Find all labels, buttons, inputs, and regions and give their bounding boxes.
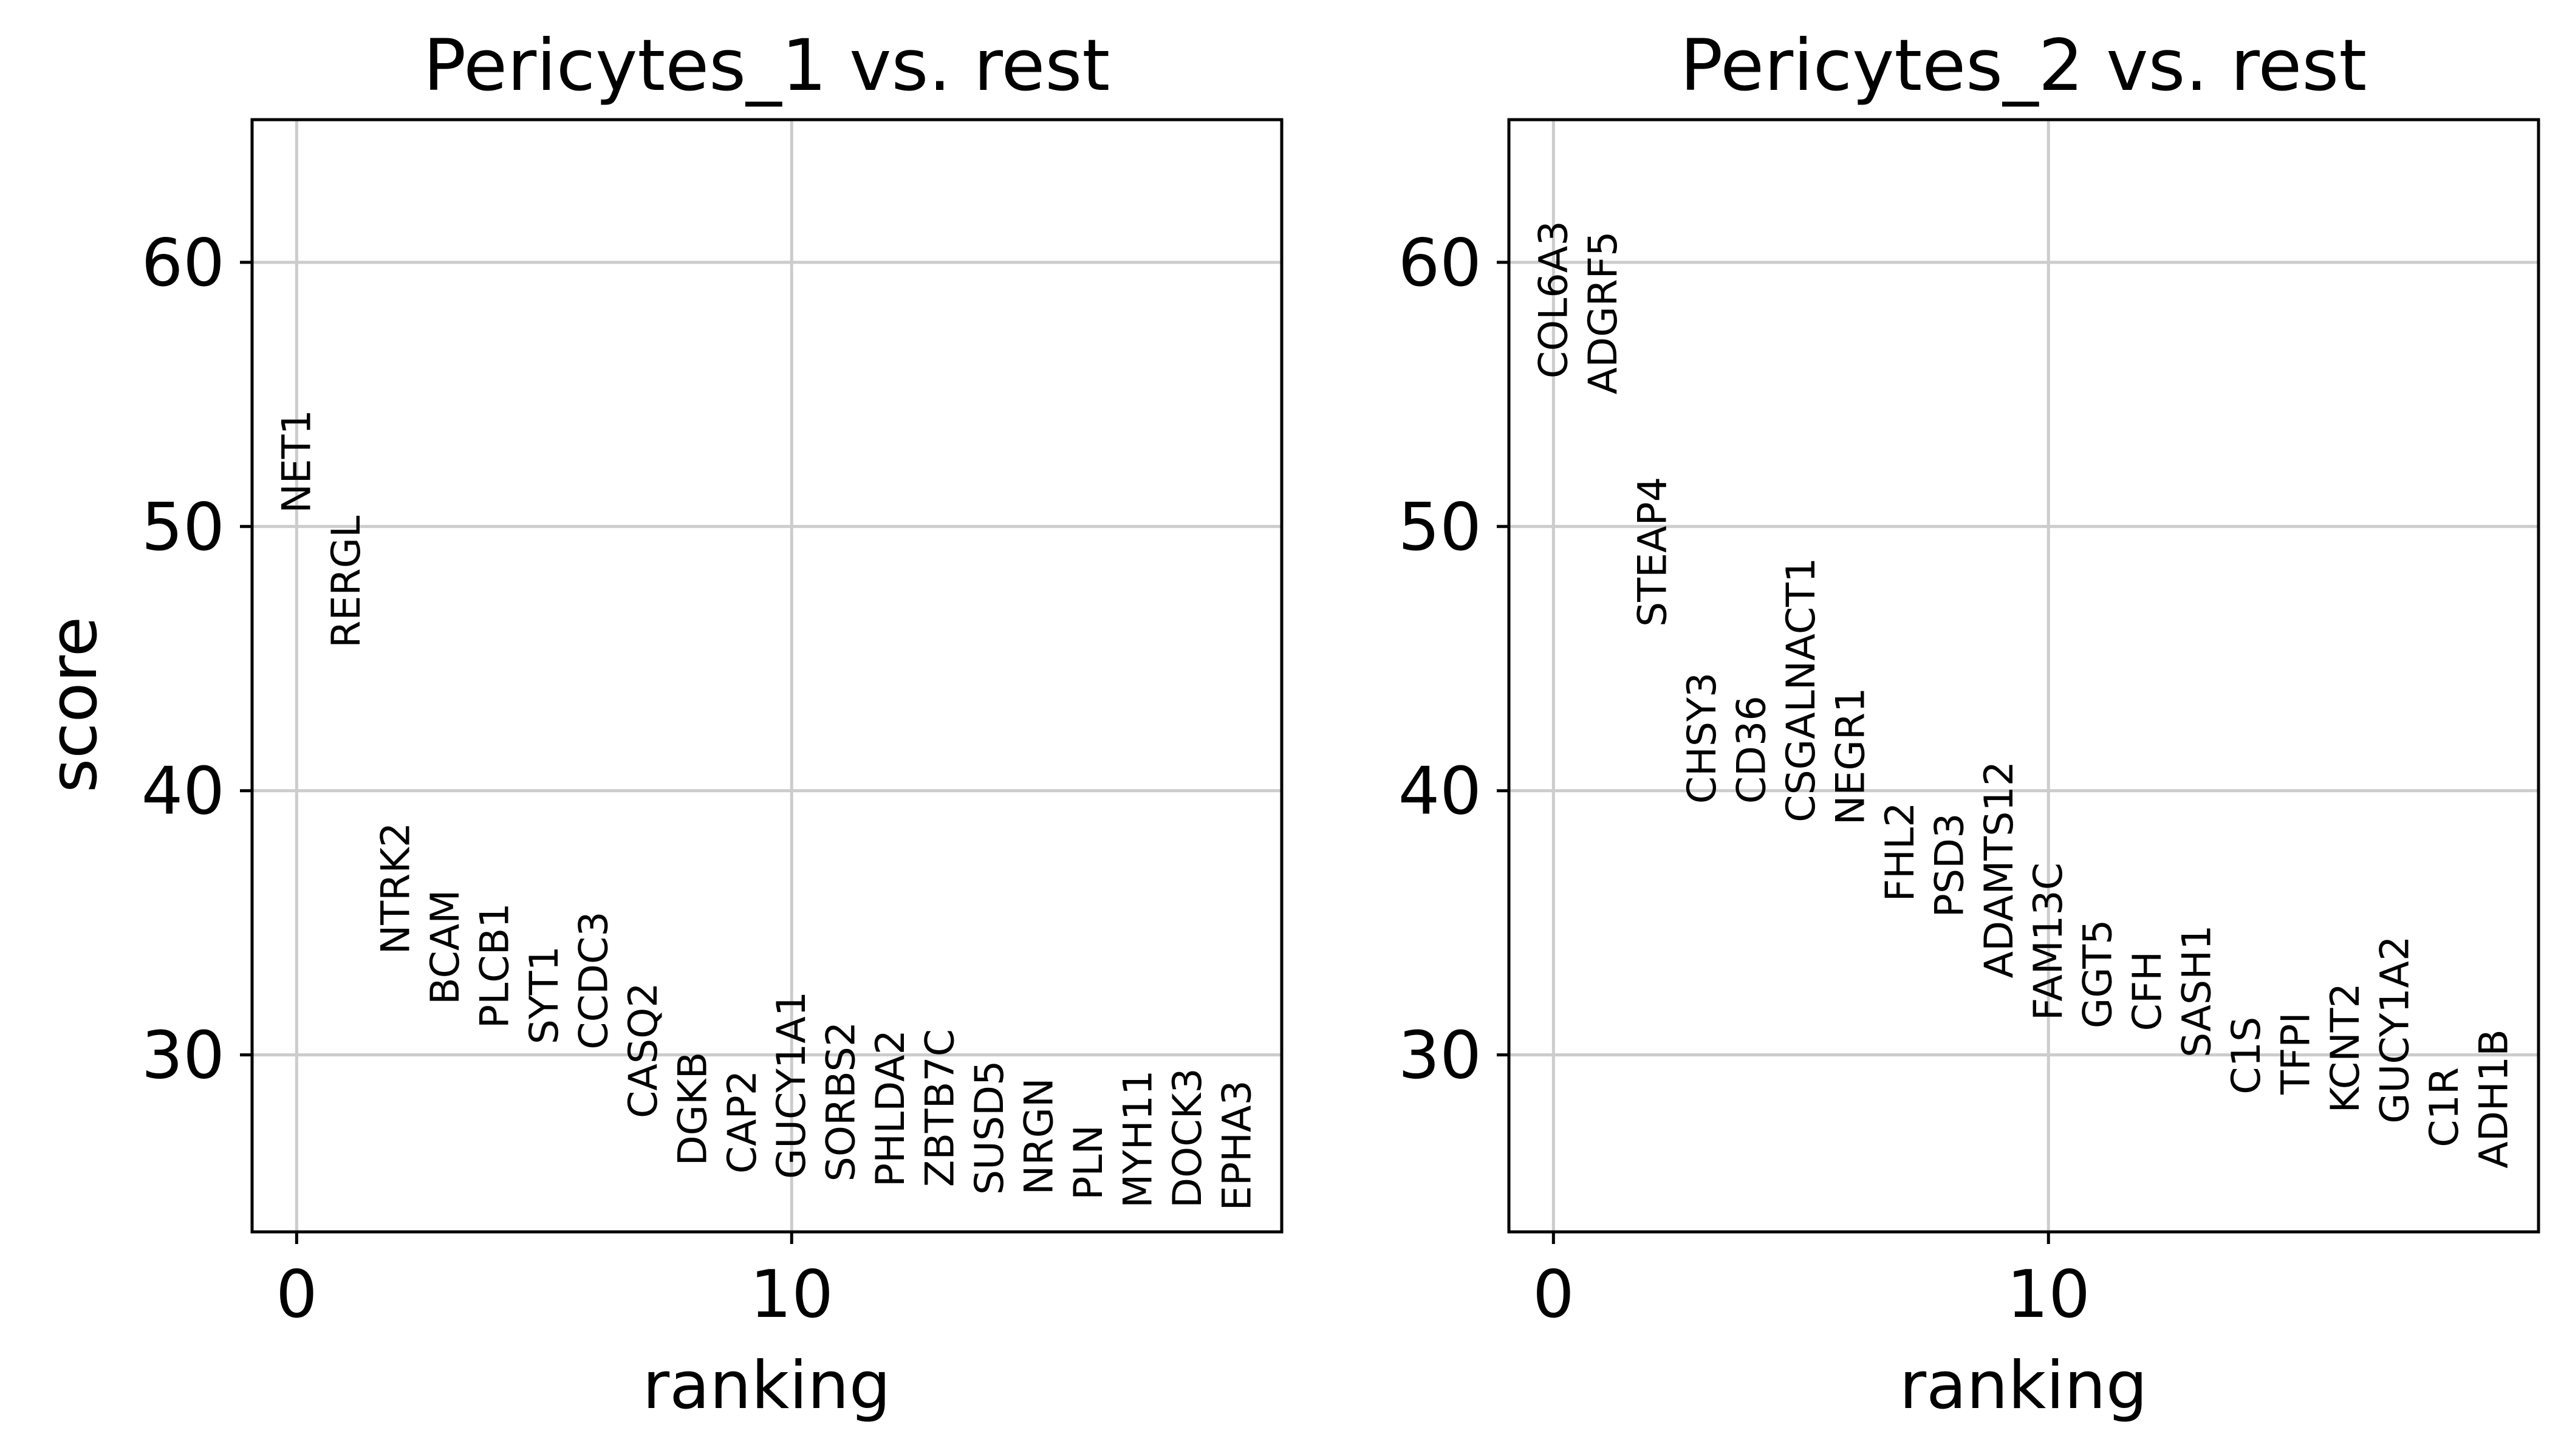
gene-label: ZBTB7C [918, 1029, 963, 1187]
gene-label: GUCY1A1 [769, 991, 815, 1179]
y-tick-label: 40 [1398, 754, 1482, 830]
gene-label: PSD3 [1927, 813, 1972, 918]
x-tick-label: 0 [1533, 1257, 1575, 1333]
x-tick-label: 0 [276, 1257, 318, 1333]
gene-label: BCAM [423, 890, 468, 1005]
gene-label: CD36 [1729, 696, 1774, 804]
x-axis-label: ranking [643, 1348, 891, 1424]
gene-label: SASH1 [2175, 925, 2220, 1058]
gene-label: CFH [2125, 951, 2170, 1031]
y-tick-label: 60 [142, 225, 225, 301]
gene-label: ADAMTS12 [1977, 761, 2022, 979]
panel-pericytes-2: Pericytes_2 vs. rest ranking COL6A3 ADGRF… [1398, 24, 2540, 1424]
gene-label: KCNT2 [2323, 983, 2368, 1113]
gene-label: ADH1B [2472, 1029, 2517, 1168]
y-tick-label: 50 [142, 490, 225, 566]
x-tick-label: 10 [750, 1257, 833, 1333]
panel-pericytes-1: Pericytes_1 vs. rest ranking score NET1R… [36, 24, 1284, 1424]
gene-label: RERGL [324, 516, 369, 648]
panel-title: Pericytes_1 vs. rest [423, 24, 1110, 107]
gene-label: NTRK2 [373, 822, 419, 954]
gene-label: GUCY1A2 [2373, 936, 2418, 1124]
gene-label: ADGRF5 [1581, 231, 1626, 395]
gene-label: PLCB1 [472, 903, 518, 1028]
gene-label: PHLDA2 [868, 1030, 914, 1187]
gene-label: CSGALNACT1 [1779, 558, 1824, 822]
gene-label: CHSY3 [1680, 672, 1725, 804]
panel-title: Pericytes_2 vs. rest [1680, 24, 2367, 107]
grid [1509, 120, 2539, 1232]
gene-label: DGKB [670, 1052, 716, 1166]
gene-label: SYT1 [522, 946, 567, 1044]
y-tick-label: 30 [1398, 1018, 1482, 1094]
gene-label: NEGR1 [1828, 688, 1873, 825]
gene-label: DOCK3 [1165, 1068, 1211, 1208]
gene-label: SORBS2 [819, 1022, 864, 1182]
gene-label: GGT5 [2076, 920, 2121, 1028]
gene-label: TFPI [2274, 1012, 2319, 1095]
gene-label: NET1 [274, 409, 320, 513]
gene-label: CASQ2 [621, 982, 666, 1118]
x-tick-label: 10 [2007, 1257, 2090, 1333]
axes-frame [1507, 118, 2540, 1234]
gene-label: EPHA3 [1215, 1080, 1260, 1211]
gene-label: FHL2 [1878, 802, 1923, 902]
grid [252, 120, 1282, 1232]
y-axis-label: score [36, 617, 112, 793]
gene-label: C1R [2422, 1067, 2467, 1147]
y-tick-label: 30 [142, 1018, 225, 1094]
gene-label: STEAP4 [1630, 477, 1675, 627]
gene-label: CAP2 [720, 1070, 765, 1174]
gene-label: FAM13C [2026, 863, 2071, 1020]
gene-label: C1S [2224, 1017, 2269, 1095]
y-tick-label: 60 [1398, 225, 1482, 301]
gene-label: CCDC3 [571, 911, 617, 1050]
gene-label: PLN [1066, 1125, 1112, 1200]
x-axis-label: ranking [1899, 1348, 2148, 1424]
axes-frame [250, 118, 1284, 1234]
y-tick-label: 40 [142, 754, 225, 830]
gene-label: NRGN [1017, 1078, 1062, 1195]
gene-label: COL6A3 [1531, 220, 1576, 378]
gene-label: MYH11 [1116, 1070, 1161, 1208]
gene-label: SUSD5 [967, 1061, 1013, 1195]
y-tick-label: 50 [1398, 490, 1482, 566]
